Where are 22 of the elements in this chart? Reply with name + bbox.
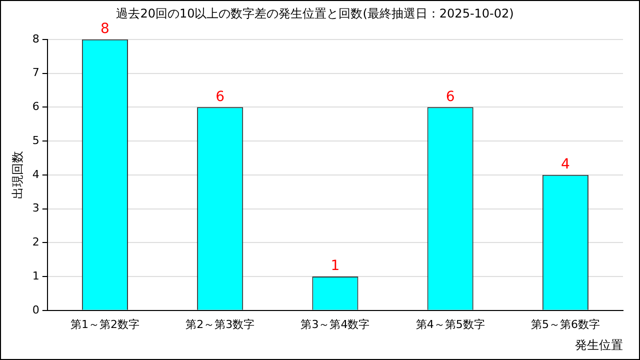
chart-title: 過去20回の10以上の数字差の発生位置と回数(最終抽選日：2025-10-02) <box>116 6 514 20</box>
data-label: 8 <box>100 21 110 38</box>
x-tick-label: 第3～第4数字 <box>300 318 370 331</box>
y-tick-label: 0 <box>32 303 40 316</box>
x-tick-label: 第2～第3数字 <box>186 318 255 331</box>
x-tick-label: 第1～第2数字 <box>70 318 140 331</box>
data-label: 6 <box>216 88 225 105</box>
y-tick-label: 7 <box>32 66 40 80</box>
data-label: 1 <box>330 258 340 274</box>
x-axis-title: 発生位置 <box>575 338 623 352</box>
y-tick-label: 6 <box>32 100 40 114</box>
y-tick-label: 8 <box>32 32 40 46</box>
y-tick-label: 5 <box>32 134 40 147</box>
y-axis-title: 出現回数 <box>10 150 24 199</box>
data-label: 4 <box>560 156 570 173</box>
y-tick-label: 2 <box>32 236 40 249</box>
x-tick-label: 第5～第6数字 <box>530 318 600 331</box>
y-tick-label: 3 <box>32 202 40 215</box>
x-tick-label: 第4～第5数字 <box>416 318 485 331</box>
data-label: 6 <box>446 88 455 105</box>
y-tick-label: 1 <box>32 269 40 282</box>
y-tick-label: 4 <box>32 168 40 181</box>
